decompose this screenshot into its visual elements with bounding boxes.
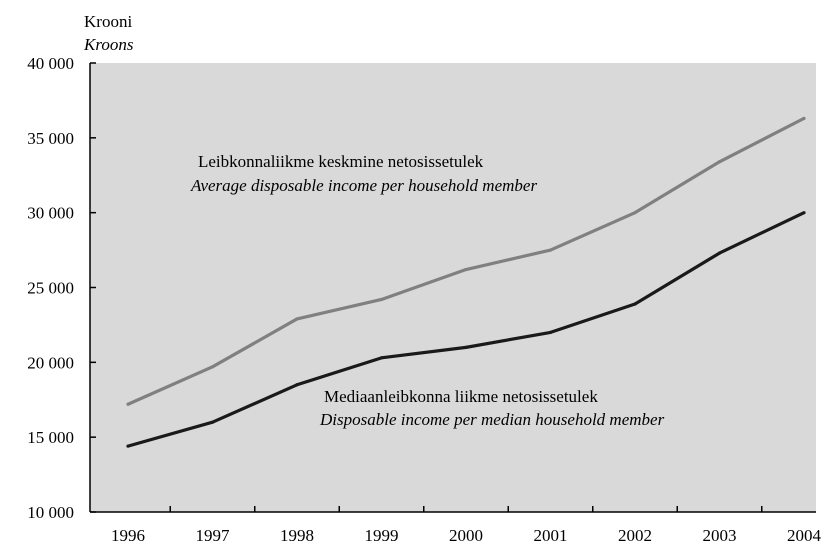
axes: 10 000 15 000 20 000 25 000 30 000 35 000 40 0… [27, 54, 822, 545]
y-tick-label: 25 000 [27, 279, 74, 298]
series-label-median-et: Mediaanleibkonna liikme netosissetulek [324, 387, 598, 406]
y-tick-label: 40 000 [27, 54, 74, 73]
y-tick-label: 20 000 [27, 353, 74, 372]
data-point [210, 365, 215, 369]
data-point [126, 444, 130, 448]
data-point [464, 345, 468, 349]
data-point [464, 267, 468, 272]
x-tick-label: 2004 [787, 526, 822, 545]
y-axis-unit-label-et: Krooni [84, 12, 132, 31]
x-tick-label: 1998 [280, 526, 314, 545]
x-tick-label: 1997 [196, 526, 231, 545]
x-tick-label: 2000 [449, 526, 483, 545]
data-point [548, 330, 553, 334]
series-lines [126, 116, 806, 448]
y-tick-label: 10 000 [27, 503, 74, 522]
y-tick-label: 35 000 [27, 129, 74, 148]
data-point [548, 248, 553, 252]
x-tick-label: 2002 [618, 526, 652, 545]
data-point [633, 211, 637, 215]
data-point [633, 302, 637, 306]
data-point [379, 297, 384, 302]
y-tick-label: 30 000 [27, 204, 74, 223]
data-point [210, 420, 215, 424]
data-point [126, 402, 130, 406]
y-axis-unit-label-en: Kroons [83, 35, 134, 54]
data-point [802, 211, 806, 215]
series-label-average-et: Leibkonnaliikme keskmine netosissetulek [198, 152, 484, 171]
x-tick-label: 2003 [703, 526, 737, 545]
series-label-average-en: Average disposable income per household … [190, 176, 537, 195]
plot-area [90, 63, 816, 512]
data-point [717, 251, 722, 255]
x-tick-label: 1996 [111, 526, 145, 545]
series-label-median-en: Disposable income per median household m… [319, 410, 665, 429]
data-point [295, 383, 299, 387]
x-tick-label: 1999 [365, 526, 399, 545]
data-point [295, 317, 299, 321]
y-tick-label: 15 000 [27, 428, 74, 447]
data-point [379, 356, 384, 360]
x-tick-label: 2001 [534, 526, 568, 545]
data-point [717, 160, 722, 164]
data-point [802, 116, 806, 120]
